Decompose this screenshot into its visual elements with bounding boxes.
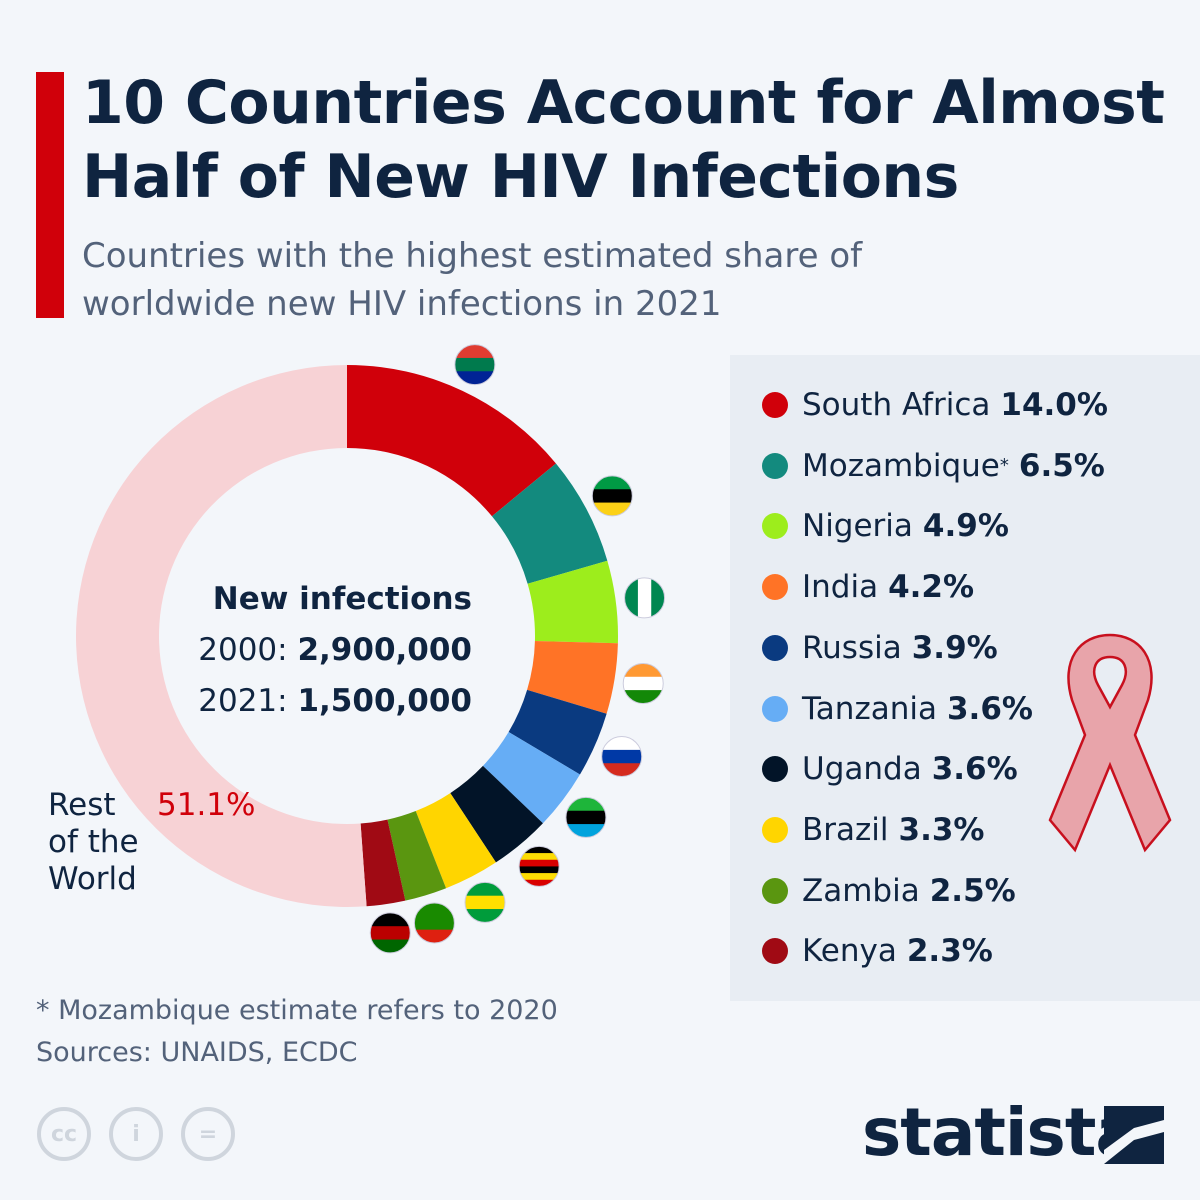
legend-label: Mozambique [802,447,1000,484]
legend-dot [762,816,788,843]
kenya-flag-icon [370,912,411,953]
uganda-flag-icon [519,846,560,887]
legend-dot [762,634,788,661]
legend-label: South Africa [802,387,991,423]
slice-kenya [360,819,406,907]
legend-asterisk: * [999,455,1009,477]
zambia-flag-icon [414,902,455,943]
chart-subtitle: Countries with the highest estimated sha… [82,236,863,324]
statista-logo-mark-icon [1104,1106,1164,1164]
legend-item-uganda: Uganda 3.6% [762,749,1018,789]
legend-dot [762,938,788,965]
legend-dot [762,452,788,479]
nigeria-flag-icon [624,577,665,618]
south-africa-flag-icon [454,344,495,385]
legend-label: Brazil [802,811,889,848]
attribution-icon[interactable]: i [109,1107,163,1161]
slice-india [527,641,618,714]
rest-of-world-label: Rest of the World [48,787,139,897]
legend-item-brazil: Brazil 3.3% [762,810,985,850]
statista-logo[interactable]: statista [862,1094,1140,1171]
center-heading: New infections [212,581,472,617]
russia-flag-icon [601,736,642,777]
brazil-flag-icon [465,882,506,923]
center-row-2000: 2000: 2,900,000 [198,632,472,668]
tanzania-flag-icon [565,797,606,838]
legend-value: 3.9% [911,629,998,666]
red-ribbon-icon [1048,633,1172,853]
chart-title: 10 Countries Account for Almost Half of … [82,68,1165,212]
legend-item-russia: Russia 3.9% [762,628,998,668]
center-label: New infections 2000: 2,900,000 2021: 1,5… [190,574,472,727]
mozambique-flag-icon [592,475,633,516]
legend-label: Zambia [802,872,920,909]
legend-item-tanzania: Tanzania 3.6% [762,689,1033,729]
legend-value: 3.3% [898,811,985,848]
legend-value: 6.5% [1018,447,1105,484]
legend-label: Kenya [802,933,897,970]
slice-zambia [387,810,447,901]
legend-item-kenya: Kenya 2.3% [762,931,993,971]
slice-south-africa [347,365,556,517]
no-derivatives-icon[interactable]: = [181,1107,235,1161]
legend-item-india: India 4.2% [762,567,974,607]
legend-dot [762,877,788,904]
legend-label: Nigeria [802,508,913,545]
legend-dot [762,574,788,601]
legend-value: 4.9% [922,508,1009,545]
legend-label: India [802,569,879,606]
slice-uganda [450,765,543,863]
slice-rest-of-the-world [75,365,367,908]
legend-label: Russia [802,629,902,666]
legend-dot [762,392,788,418]
center-row-2021: 2021: 1,500,000 [198,683,472,719]
rest-of-world-value: 51.1% [157,787,256,823]
legend-label: Uganda [802,751,922,788]
legend-item-south-africa: South Africa 14.0% [762,385,1108,425]
footnote: * Mozambique estimate refers to 2020 Sou… [36,995,558,1068]
legend-value: 4.2% [888,569,975,606]
legend: South Africa 14.0% Mozambique * 6.5% Nigeria 4… [730,355,1200,1001]
legend-dot [762,695,788,722]
cc-icon[interactable]: cc [37,1107,91,1161]
legend-label: Tanzania [802,690,937,727]
legend-item-zambia: Zambia 2.5% [762,871,1016,911]
legend-value: 2.5% [929,872,1016,909]
legend-dot [762,756,788,783]
accent-bar [36,72,64,318]
slice-tanzania [482,732,580,824]
slice-mozambique [491,463,608,584]
slice-nigeria [527,560,618,644]
legend-value: 2.3% [906,933,993,970]
legend-item-nigeria: Nigeria 4.9% [762,506,1009,546]
india-flag-icon [623,663,664,704]
slice-russia [508,689,607,775]
legend-value: 3.6% [946,690,1033,727]
donut-chart [75,344,666,954]
legend-value: 14.0% [1000,387,1108,423]
legend-dot [762,513,788,540]
slice-brazil [415,793,496,889]
legend-value: 3.6% [931,751,1018,788]
legend-item-mozambique: Mozambique * 6.5% [762,446,1105,486]
